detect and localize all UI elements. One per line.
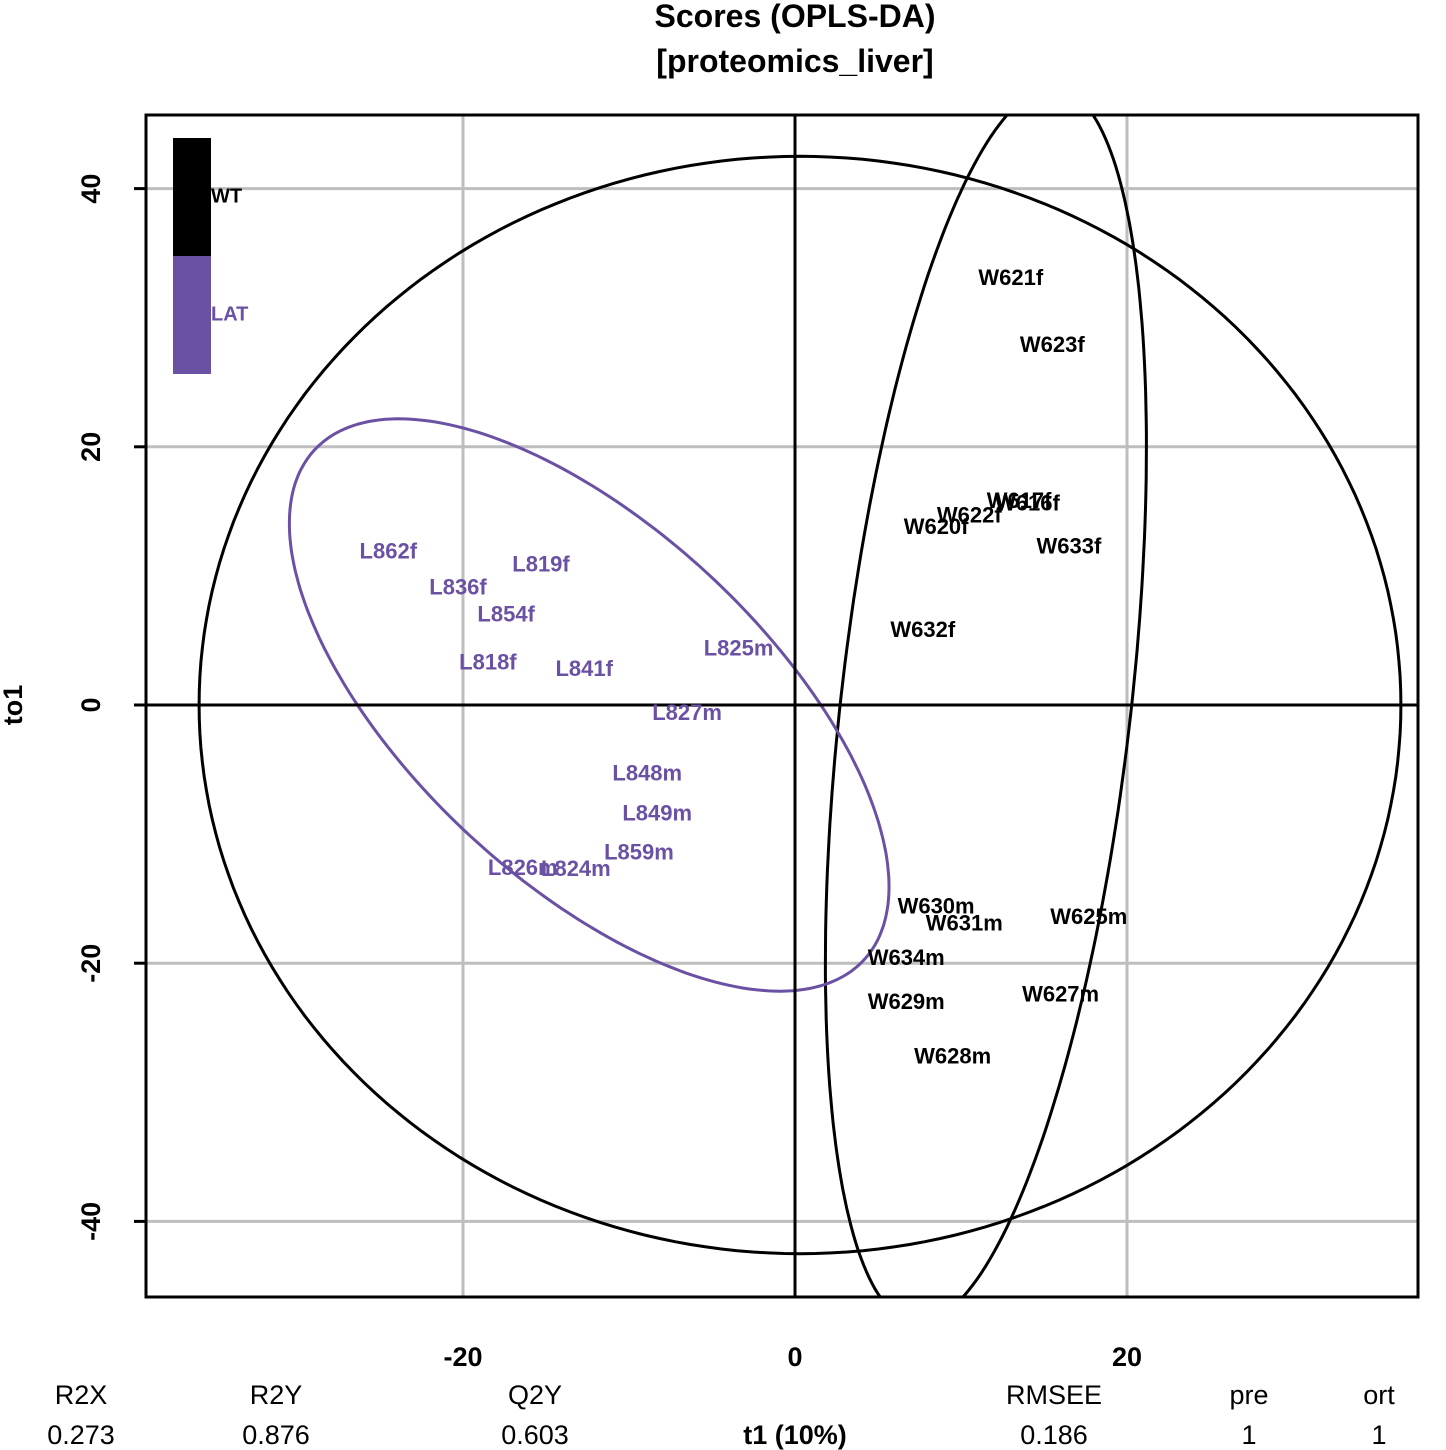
score-point-label: W629m bbox=[868, 989, 945, 1014]
score-point-label: W627m bbox=[1022, 981, 1099, 1006]
grid-lines bbox=[146, 115, 1418, 1297]
legend-swatch-wt bbox=[173, 138, 211, 256]
x-tick-labels: -20 0 20 bbox=[443, 1342, 1142, 1372]
stat-name-ort: ort bbox=[1363, 1380, 1395, 1410]
legend-label-lat: LAT bbox=[211, 303, 248, 325]
score-point-label: W633f bbox=[1037, 533, 1102, 558]
score-point-label: L824m bbox=[541, 856, 611, 881]
score-point-label: L854f bbox=[477, 602, 535, 627]
score-point-label: L862f bbox=[360, 538, 418, 563]
chart-title: Scores (OPLS-DA) bbox=[655, 0, 936, 34]
score-point-label: L848m bbox=[612, 761, 682, 786]
score-point-label: W621f bbox=[978, 265, 1043, 290]
stat-value-rmsee: 0.186 bbox=[1020, 1420, 1088, 1450]
stat-value-r2x: 0.273 bbox=[47, 1420, 115, 1450]
score-point-label: W625m bbox=[1050, 904, 1127, 929]
score-point-label: W617f bbox=[987, 488, 1052, 513]
ellipse-lat bbox=[287, 417, 891, 993]
legend: WT LAT bbox=[173, 138, 248, 374]
score-point-label: L827m bbox=[652, 700, 722, 725]
stat-name-rmsee: RMSEE bbox=[1006, 1380, 1102, 1410]
stat-name-q2y: Q2Y bbox=[508, 1380, 562, 1410]
score-point-label: L859m bbox=[604, 839, 674, 864]
stat-name-r2y: R2Y bbox=[250, 1380, 303, 1410]
score-point-label: W616f bbox=[995, 491, 1060, 516]
score-point-label: W628m bbox=[914, 1043, 991, 1068]
x-tick-label: -20 bbox=[443, 1342, 482, 1372]
y-tick-label: 0 bbox=[76, 697, 106, 712]
score-point-label: W634m bbox=[868, 945, 945, 970]
score-point-label: L819f bbox=[512, 551, 570, 576]
stat-value-q2y: 0.603 bbox=[501, 1420, 569, 1450]
score-point-label: L818f bbox=[459, 650, 517, 675]
legend-swatch-lat bbox=[173, 256, 211, 374]
y-tick-label: 20 bbox=[76, 432, 106, 462]
score-point-label: L849m bbox=[622, 801, 692, 826]
score-point-label: W632f bbox=[890, 617, 955, 642]
score-point-label: W622f bbox=[937, 502, 1002, 527]
score-point-label: W620f bbox=[904, 514, 969, 539]
x-tick-label: 0 bbox=[787, 1342, 802, 1372]
y-tick-label: -20 bbox=[76, 944, 106, 983]
score-point-label: L836f bbox=[429, 575, 487, 600]
legend-label-wt: WT bbox=[211, 185, 242, 207]
stat-value-r2y: 0.876 bbox=[242, 1420, 310, 1450]
model-stats: R2X 0.273 R2Y 0.876 Q2Y 0.603 RMSEE 0.186 pre 1 or… bbox=[47, 1380, 1395, 1450]
stat-name-pre: pre bbox=[1229, 1380, 1268, 1410]
score-point-label: W630m bbox=[898, 893, 975, 918]
y-tick-labels: -40 -20 0 20 40 bbox=[76, 174, 106, 1241]
stat-value-ort: 1 bbox=[1371, 1420, 1386, 1450]
score-point-label: L825m bbox=[704, 635, 774, 660]
y-axis-label: to1 bbox=[0, 685, 28, 726]
x-tick-label: 20 bbox=[1112, 1342, 1142, 1372]
score-point-label: W623f bbox=[1020, 332, 1085, 357]
y-tick-marks bbox=[134, 187, 146, 1223]
score-point-label: L826m bbox=[488, 855, 558, 880]
x-axis-label: t1 (10%) bbox=[743, 1420, 847, 1450]
y-tick-label: 40 bbox=[76, 174, 106, 204]
score-point-label: W631m bbox=[926, 910, 1003, 935]
y-tick-label: -40 bbox=[76, 1202, 106, 1241]
stat-value-pre: 1 bbox=[1241, 1420, 1256, 1450]
score-point-label: L841f bbox=[555, 656, 613, 681]
stat-name-r2x: R2X bbox=[55, 1380, 108, 1410]
chart-subtitle: [proteomics_liver] bbox=[656, 43, 933, 79]
zero-axis-lines bbox=[146, 115, 1418, 1297]
ellipse-wt bbox=[823, 115, 1148, 1297]
